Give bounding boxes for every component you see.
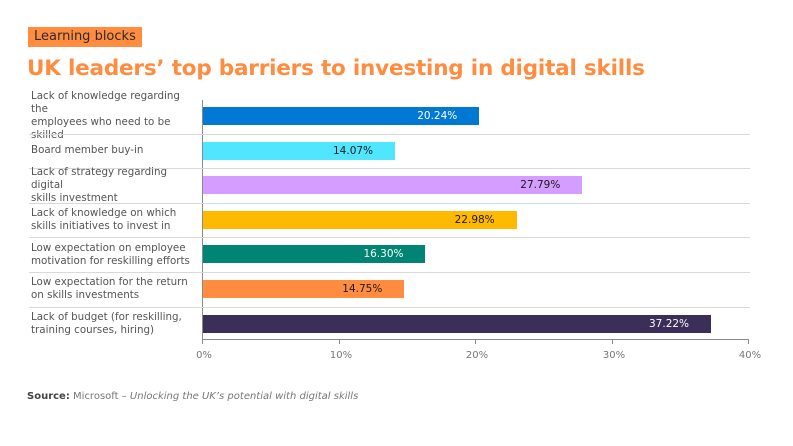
bar-value-label: 16.30%	[363, 248, 404, 260]
chart-title: UK leaders’ top barriers to investing in…	[27, 56, 645, 81]
row-separator	[29, 203, 750, 204]
category-label-line1: Lack of knowledge regarding the	[31, 90, 180, 116]
category-label: Low expectation for the return on skills …	[31, 272, 199, 307]
source-note: Source: Microsoft – Unlocking the UK’s p…	[27, 391, 358, 402]
x-axis-tick-label: 0%	[196, 350, 212, 361]
category-label: Lack of knowledge regarding the employees…	[31, 90, 199, 141]
row-separator	[29, 307, 750, 308]
category-label-line2: training courses, hiring)	[31, 323, 155, 336]
x-axis-tick-label: 30%	[602, 350, 626, 361]
x-axis-tick-label: 40%	[738, 350, 762, 361]
category-label-line2: skills initiatives to invest in	[31, 220, 171, 233]
category-label-line2: on skills investments	[31, 289, 140, 302]
x-axis-tick	[339, 339, 340, 344]
bar	[203, 245, 426, 263]
category-label: Lack of knowledge on which skills initiat…	[31, 203, 199, 238]
category-label-line1: Low expectation for the return	[31, 276, 188, 289]
category-label-line1: Low expectation on employee	[31, 241, 186, 254]
row-separator	[29, 237, 750, 238]
x-axis-tick	[202, 339, 203, 344]
bar	[203, 280, 405, 298]
category-label: Lack of budget (for reskilling, training …	[31, 307, 199, 342]
bar	[203, 142, 396, 160]
source-publication: Unlocking the UK’s potential with digita…	[129, 391, 359, 402]
bar	[203, 107, 480, 125]
category-label-line2: skills investment	[31, 191, 118, 204]
category-label-line1: Lack of budget (for reskilling,	[31, 310, 182, 323]
x-axis-tick	[748, 339, 749, 344]
x-axis-tick-label: 20%	[465, 350, 489, 361]
category-label-line1: Lack of strategy regarding digital	[31, 165, 168, 191]
row-separator	[29, 134, 750, 135]
category-label-line2: employees who need to be skilled	[31, 116, 171, 142]
bar-value-label: 20.24%	[417, 110, 458, 122]
category-label-line1: Board member buy-in	[31, 144, 144, 157]
category-label: Lack of strategy regarding digital skills…	[31, 165, 199, 204]
row-separator	[29, 168, 750, 169]
y-axis-line	[202, 100, 203, 340]
category-label-line2: motivation for reskilling efforts	[31, 254, 190, 267]
bar	[203, 176, 583, 194]
bar-value-label: 37.22%	[649, 318, 690, 330]
section-badge: Learning blocks	[28, 27, 142, 47]
category-label-line1: Lack of knowledge on which	[31, 207, 177, 220]
bar-value-label: 27.79%	[520, 179, 561, 191]
category-label: Low expectation on employee motivation fo…	[31, 237, 199, 272]
bar-value-label: 22.98%	[454, 214, 495, 226]
bar-value-label: 14.07%	[333, 145, 374, 157]
source-label: Source:	[27, 391, 70, 402]
row-separator	[29, 272, 750, 273]
x-axis-tick	[475, 339, 476, 344]
category-label: Board member buy-in	[31, 134, 199, 169]
x-axis-tick-label: 10%	[329, 350, 353, 361]
bar	[203, 315, 712, 333]
bar	[203, 211, 517, 229]
source-publisher: Microsoft –	[73, 391, 130, 402]
x-axis-tick	[612, 339, 613, 344]
bar-value-label: 14.75%	[342, 283, 383, 295]
